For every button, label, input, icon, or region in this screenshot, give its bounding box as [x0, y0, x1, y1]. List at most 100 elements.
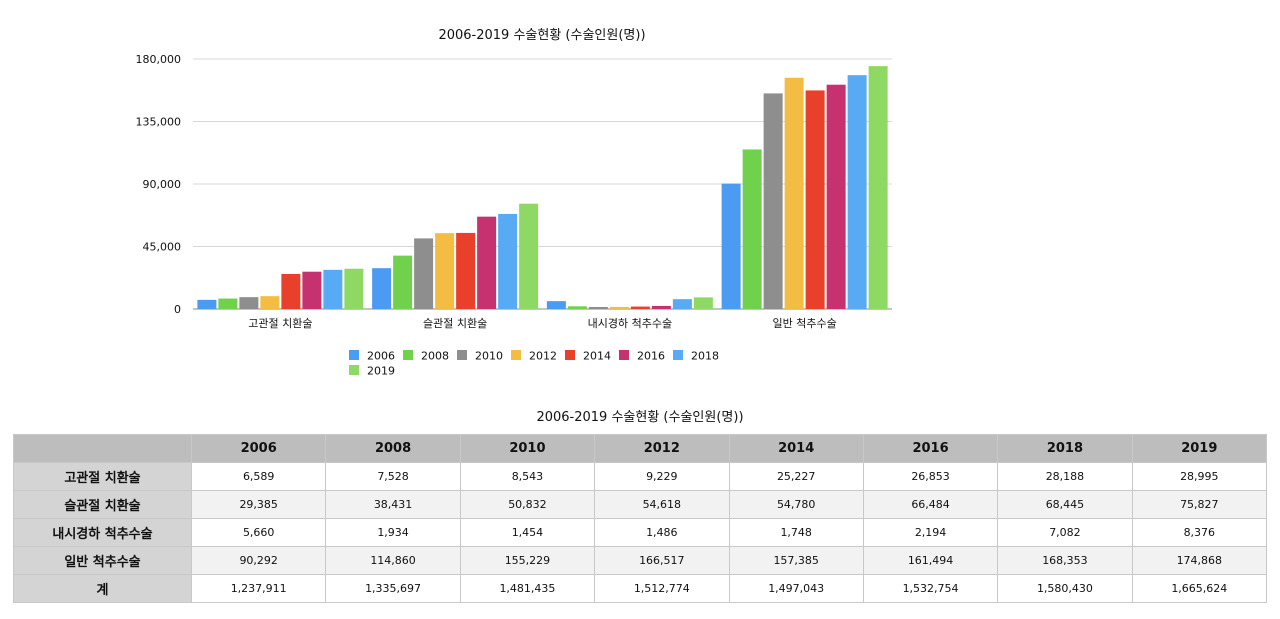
table-cell: 1,454 — [459, 518, 596, 547]
table-cell: 38,431 — [325, 490, 461, 519]
bar-2019 — [344, 268, 364, 309]
legend-item: 2010 — [457, 350, 503, 363]
table-cell: 1,481,435 — [459, 574, 596, 603]
bar-2010 — [763, 93, 783, 309]
bar-2018 — [847, 75, 867, 309]
header-cell: 2016 — [862, 434, 999, 463]
table-cell: 1,532,754 — [862, 574, 999, 603]
legend-swatch — [403, 350, 413, 360]
bar-2006 — [197, 299, 217, 309]
header-cell: 2008 — [325, 434, 461, 463]
table-cell: 7,082 — [997, 518, 1133, 547]
bar-2014 — [281, 273, 301, 309]
bar-2019 — [693, 297, 713, 309]
table-cell: 26,853 — [862, 462, 999, 491]
bar-2008 — [393, 255, 413, 309]
table-cell: 28,995 — [1131, 462, 1268, 491]
table-cell: 1,486 — [594, 518, 730, 547]
table-cell: 155,229 — [459, 546, 596, 575]
bar-2016 — [477, 216, 497, 309]
legend-label: 2006 — [367, 350, 395, 363]
table-cell: 8,543 — [459, 462, 596, 491]
legend-item: 2008 — [403, 350, 449, 363]
legend-label: 2018 — [691, 350, 719, 363]
table-row: 내시경하 척추수술 5,660 1,934 1,454 1,486 1,748 2,194 7… — [13, 518, 1268, 547]
legend-swatch — [673, 350, 683, 360]
table-cell: 157,385 — [728, 546, 864, 575]
bar-2006 — [372, 268, 392, 309]
table-cell: 168,353 — [997, 546, 1133, 575]
bar-2008 — [218, 298, 238, 309]
row-label: 슬관절 치환술 — [13, 490, 192, 519]
x-category-label: 일반 척추수술 — [773, 316, 837, 330]
bar-2006 — [721, 183, 741, 309]
table-row: 고관절 치환술 6,589 7,528 8,543 9,229 25,227 26,853 2… — [13, 462, 1268, 491]
table-cell: 68,445 — [997, 490, 1133, 519]
bar-2010 — [239, 297, 259, 309]
legend-swatch — [457, 350, 467, 360]
legend-label: 2010 — [475, 350, 503, 363]
data-table: 2006 2008 2010 2012 2014 2016 2018 2019 … — [13, 434, 1268, 603]
y-tick-label: 45,000 — [143, 241, 182, 254]
bar-2012 — [784, 77, 804, 310]
bar-2008 — [567, 306, 587, 309]
bar-2014 — [456, 232, 476, 309]
legend-label: 2019 — [367, 365, 395, 378]
table-cell: 9,229 — [594, 462, 730, 491]
header-cell: 2006 — [190, 434, 327, 463]
table-cell: 1,512,774 — [594, 574, 730, 603]
bars — [197, 66, 888, 310]
bar-2012 — [435, 233, 455, 309]
table-cell: 54,618 — [594, 490, 730, 519]
x-category-label: 슬관절 치환술 — [423, 317, 487, 330]
table-cell: 28,188 — [997, 462, 1133, 491]
bar-2016 — [651, 305, 671, 309]
legend-swatch — [349, 365, 359, 375]
table-cell: 2,194 — [862, 518, 999, 547]
table-cell: 29,385 — [190, 490, 327, 519]
bar-2018 — [672, 299, 692, 309]
legend-item: 2018 — [673, 350, 719, 363]
table-title: 2006-2019 수술현황 (수술인원(명)) — [536, 410, 744, 425]
bar-2012 — [260, 296, 280, 309]
table-cell: 75,827 — [1131, 490, 1268, 519]
table-cell: 1,665,624 — [1131, 574, 1268, 603]
bar-2006 — [546, 301, 566, 309]
y-tick-label: 90,000 — [143, 178, 182, 191]
table-cell: 1,497,043 — [728, 574, 864, 603]
bar-2019 — [868, 66, 888, 309]
table-cell: 7,528 — [325, 462, 461, 491]
legend-swatch — [349, 350, 359, 360]
header-cell — [13, 434, 192, 463]
row-label: 고관절 치환술 — [13, 462, 192, 491]
header-cell: 2018 — [997, 434, 1133, 463]
bar-2016 — [302, 271, 322, 309]
table-row: 계 1,237,911 1,335,697 1,481,435 1,512,774 1,4… — [13, 574, 1268, 603]
table-cell: 1,748 — [728, 518, 864, 547]
legend-swatch — [565, 350, 575, 360]
header-cell: 2019 — [1131, 434, 1268, 463]
table-header-row: 2006 2008 2010 2012 2014 2016 2018 2019 — [13, 434, 1268, 463]
x-axis: 고관절 치환술 슬관절 치환술 내시경하 척추수술 일반 척추수술 — [248, 316, 836, 330]
y-tick-label: 135,000 — [136, 116, 182, 129]
legend-item: 2012 — [511, 350, 557, 363]
legend-swatch — [619, 350, 629, 360]
bar-2018 — [323, 269, 343, 309]
table-cell: 50,832 — [459, 490, 596, 519]
table-cell: 25,227 — [728, 462, 864, 491]
table-cell: 1,580,430 — [997, 574, 1133, 603]
table-cell: 1,934 — [325, 518, 461, 547]
table-cell: 90,292 — [190, 546, 327, 575]
legend-label: 2014 — [583, 350, 611, 363]
chart-title: 2006-2019 수술현황 (수술인원(명)) — [438, 28, 645, 43]
y-tick-label: 180,000 — [136, 53, 182, 66]
legend-item: 2016 — [619, 350, 665, 363]
table-row: 일반 척추수술 90,292 114,860 155,229 166,517 157,38… — [13, 546, 1268, 575]
legend: 2006 2008 2010 2012 2014 2016 2018 2019 — [349, 350, 719, 378]
legend-label: 2012 — [529, 350, 557, 363]
bar-2016 — [826, 84, 846, 309]
table-cell: 1,237,911 — [190, 574, 327, 603]
x-category-label: 내시경하 척추수술 — [588, 316, 672, 330]
row-label: 내시경하 척추수술 — [13, 518, 192, 547]
bar-2010 — [414, 238, 434, 309]
